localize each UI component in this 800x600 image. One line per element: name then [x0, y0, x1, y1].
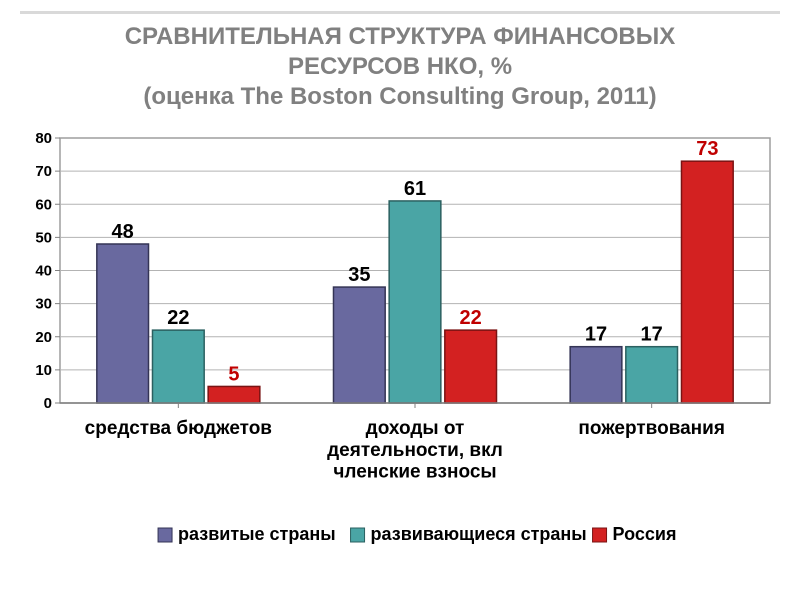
bar: [681, 161, 733, 403]
svg-text:30: 30: [35, 296, 52, 313]
bar-value-label: 22: [167, 307, 189, 329]
svg-text:0: 0: [44, 395, 52, 412]
svg-text:40: 40: [35, 263, 52, 280]
svg-text:70: 70: [35, 163, 52, 180]
legend-label: Россия: [613, 524, 677, 544]
bar: [97, 244, 149, 403]
bar: [626, 347, 678, 403]
bar-value-label: 61: [404, 178, 426, 200]
bar-value-label: 35: [348, 264, 370, 286]
bar: [389, 201, 441, 403]
category-label: пожертвования: [578, 418, 725, 439]
bar: [570, 347, 622, 403]
bar-value-label: 22: [460, 307, 482, 329]
svg-text:50: 50: [35, 229, 52, 246]
legend-swatch: [593, 528, 607, 542]
bar-value-label: 48: [112, 221, 134, 243]
slide-container: { "title_lines": [ "СРАВНИТЕЛЬНАЯ СТРУКТ…: [0, 0, 800, 600]
legend-swatch: [351, 528, 365, 542]
bar-value-label: 17: [585, 324, 607, 346]
legend-label: развивающиеся страны: [371, 524, 587, 544]
svg-text:20: 20: [35, 329, 52, 346]
bar: [333, 287, 385, 403]
svg-text:60: 60: [35, 196, 52, 213]
bar: [445, 330, 497, 403]
bar-chart: 0 10 20 30 40 50 60 70 80 48 22 5 средства бюджетов 3…: [20, 130, 780, 580]
svg-text:80: 80: [35, 130, 52, 147]
title-rule: [20, 11, 780, 14]
category-label: средства бюджетов: [85, 418, 272, 439]
bar-value-label: 17: [641, 324, 663, 346]
chart-container: 0 10 20 30 40 50 60 70 80 48 22 5 средства бюджетов 3…: [20, 130, 780, 580]
bar-value-label: 73: [696, 138, 718, 160]
bar: [152, 330, 204, 403]
bar-value-label: 5: [228, 363, 239, 385]
svg-text:10: 10: [35, 362, 52, 379]
category-label: доходы отдеятельности, вклчленские взнос…: [327, 418, 503, 483]
slide-title: СРАВНИТЕЛЬНАЯ СТРУКТУРА ФИНАНСОВЫХРЕСУРС…: [20, 22, 780, 112]
legend-swatch: [158, 528, 172, 542]
bar: [208, 386, 260, 403]
legend-label: развитые страны: [178, 524, 336, 544]
